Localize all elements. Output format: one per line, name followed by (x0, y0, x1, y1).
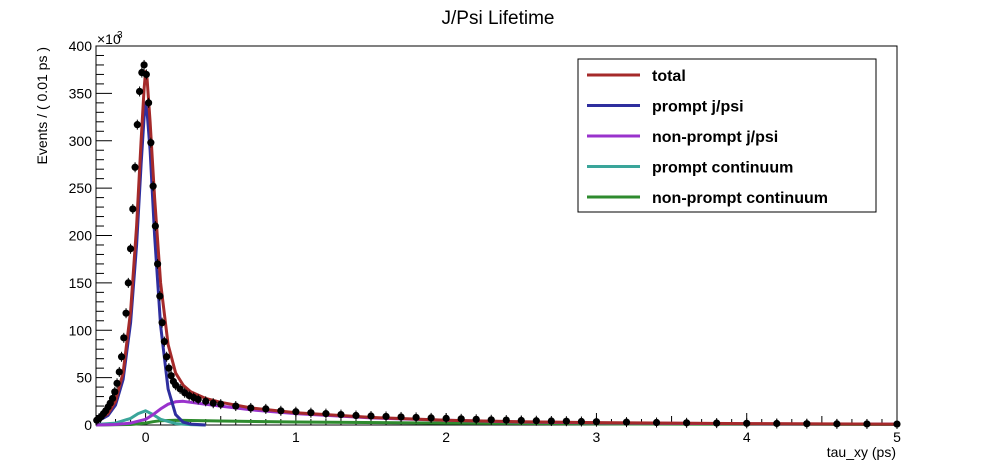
x-tick-label: 1 (292, 429, 300, 445)
data-point (154, 260, 162, 268)
x-axis-label: tau_xy (ps) (827, 444, 896, 460)
x-tick-label: 0 (142, 429, 150, 445)
y-tick-label: 250 (69, 180, 93, 196)
data-point (292, 408, 300, 416)
data-point (337, 410, 345, 419)
y-multiplier-exponent: 3 (117, 30, 123, 41)
data-point (209, 399, 217, 407)
y-tick-label: 0 (84, 417, 92, 433)
data-point (202, 397, 210, 405)
data-point (144, 99, 153, 107)
y-tick-label: 400 (69, 38, 93, 54)
data-point (120, 334, 128, 342)
y-tick-label: 350 (69, 85, 93, 101)
y-tick-label: 50 (76, 370, 92, 386)
data-point (773, 419, 781, 428)
legend: total prompt j/psi non-prompt j/psi prompt … (577, 58, 877, 213)
data-point (151, 222, 159, 230)
data-point (147, 139, 155, 147)
data-point (126, 245, 135, 253)
data-point (517, 416, 525, 425)
data-point (158, 319, 166, 327)
data-point (135, 87, 144, 96)
legend-label: non-prompt j/psi (652, 129, 778, 146)
data-point (562, 417, 570, 425)
data-point (307, 409, 315, 417)
chart-title: J/Psi Lifetime (442, 8, 555, 29)
data-point (427, 414, 435, 422)
data-point (592, 418, 601, 426)
y-multiplier-base: ×10 (97, 31, 121, 47)
data-point (803, 420, 811, 428)
data-point (382, 412, 390, 421)
x-tick-label: 3 (593, 429, 601, 445)
data-point (397, 413, 405, 421)
data-point (247, 404, 255, 412)
legend-label: prompt j/psi (652, 99, 744, 116)
data-point (743, 419, 751, 427)
series-line-prompt-continuum (95, 409, 206, 427)
data-point (502, 416, 510, 424)
data-point (163, 353, 171, 361)
data-point (160, 338, 168, 346)
data-point (457, 415, 465, 423)
data-point (442, 414, 450, 422)
data-point (412, 413, 420, 422)
data-point (129, 205, 137, 213)
data-point (683, 419, 691, 427)
data-point (122, 309, 130, 317)
data-point (194, 395, 202, 404)
y-tick-label: 300 (69, 133, 93, 149)
data-point (352, 411, 360, 420)
data-point (262, 405, 270, 413)
data-point (532, 417, 540, 425)
data-point (131, 163, 139, 171)
data-point (156, 292, 164, 300)
data-point (232, 402, 240, 410)
data-point (133, 121, 141, 129)
y-tick-label: 100 (69, 322, 93, 338)
data-point (652, 418, 661, 427)
y-tick-label: 200 (69, 228, 93, 244)
data-point (115, 368, 123, 376)
data-point (713, 419, 721, 427)
data-point (217, 400, 225, 408)
y-tick-label: 150 (69, 275, 93, 291)
data-point (140, 61, 148, 69)
data-point (124, 279, 132, 287)
data-point (472, 415, 480, 423)
data-point (165, 364, 173, 372)
data-points (93, 59, 901, 430)
series-line-total (95, 70, 898, 426)
x-tick-label: 5 (893, 429, 901, 445)
data-point (113, 379, 121, 387)
y-axis-label: Events / ( 0.01 ps ) (34, 47, 50, 165)
data-point (893, 420, 901, 428)
legend-label: non-prompt continuum (652, 190, 828, 207)
y-axis-multiplier: ×10 3 (97, 30, 123, 47)
series-line-prompt-j-psi (95, 101, 206, 427)
x-tick-label: 4 (743, 429, 751, 445)
legend-label: total (652, 68, 686, 85)
data-point (277, 407, 285, 415)
data-point (622, 418, 631, 426)
data-point (367, 412, 375, 420)
data-point (117, 353, 126, 361)
data-point (322, 410, 330, 418)
data-point (577, 417, 586, 426)
data-point (487, 416, 495, 424)
legend-label: prompt continuum (652, 160, 793, 177)
data-point (833, 420, 841, 428)
data-point (149, 182, 157, 190)
data-point (863, 420, 871, 428)
data-point (547, 417, 555, 425)
data-point (142, 70, 150, 79)
x-tick-label: 2 (442, 429, 450, 445)
data-point (111, 388, 119, 396)
